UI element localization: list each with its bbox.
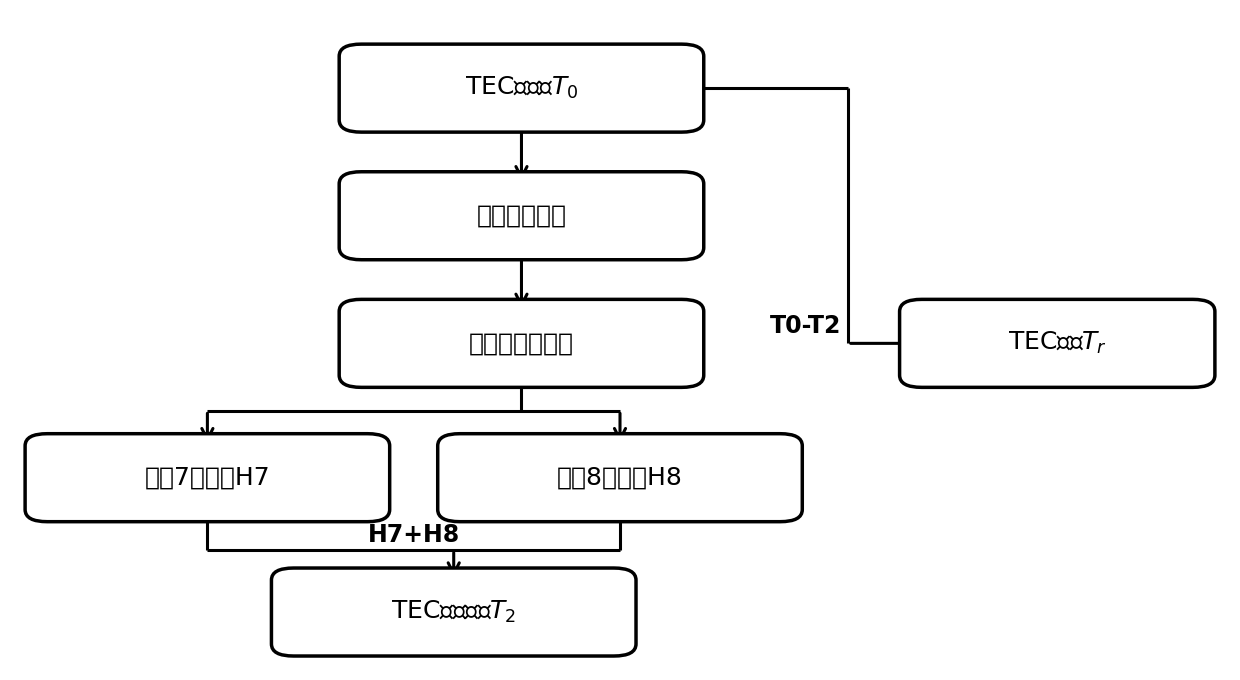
Text: 时间顺序排序: 时间顺序排序 <box>476 204 567 228</box>
FancyBboxPatch shape <box>340 44 704 132</box>
FancyBboxPatch shape <box>272 568 636 656</box>
Text: TEC残差$T_r$: TEC残差$T_r$ <box>1008 330 1106 356</box>
FancyBboxPatch shape <box>340 172 704 260</box>
Text: T0-T2: T0-T2 <box>770 314 842 338</box>
Text: TEC周期成分$T_2$: TEC周期成分$T_2$ <box>391 599 516 625</box>
Text: 小波8阶高频H8: 小波8阶高频H8 <box>557 466 683 490</box>
Text: H7+H8: H7+H8 <box>367 522 460 547</box>
Text: 小波多尺度分解: 小波多尺度分解 <box>469 331 574 356</box>
FancyBboxPatch shape <box>25 434 389 522</box>
FancyBboxPatch shape <box>438 434 802 522</box>
FancyBboxPatch shape <box>340 299 704 388</box>
Text: TEC数据集$T_0$: TEC数据集$T_0$ <box>465 75 578 101</box>
FancyBboxPatch shape <box>899 299 1215 388</box>
Text: 小波7阶高频H7: 小波7阶高频H7 <box>145 466 270 490</box>
